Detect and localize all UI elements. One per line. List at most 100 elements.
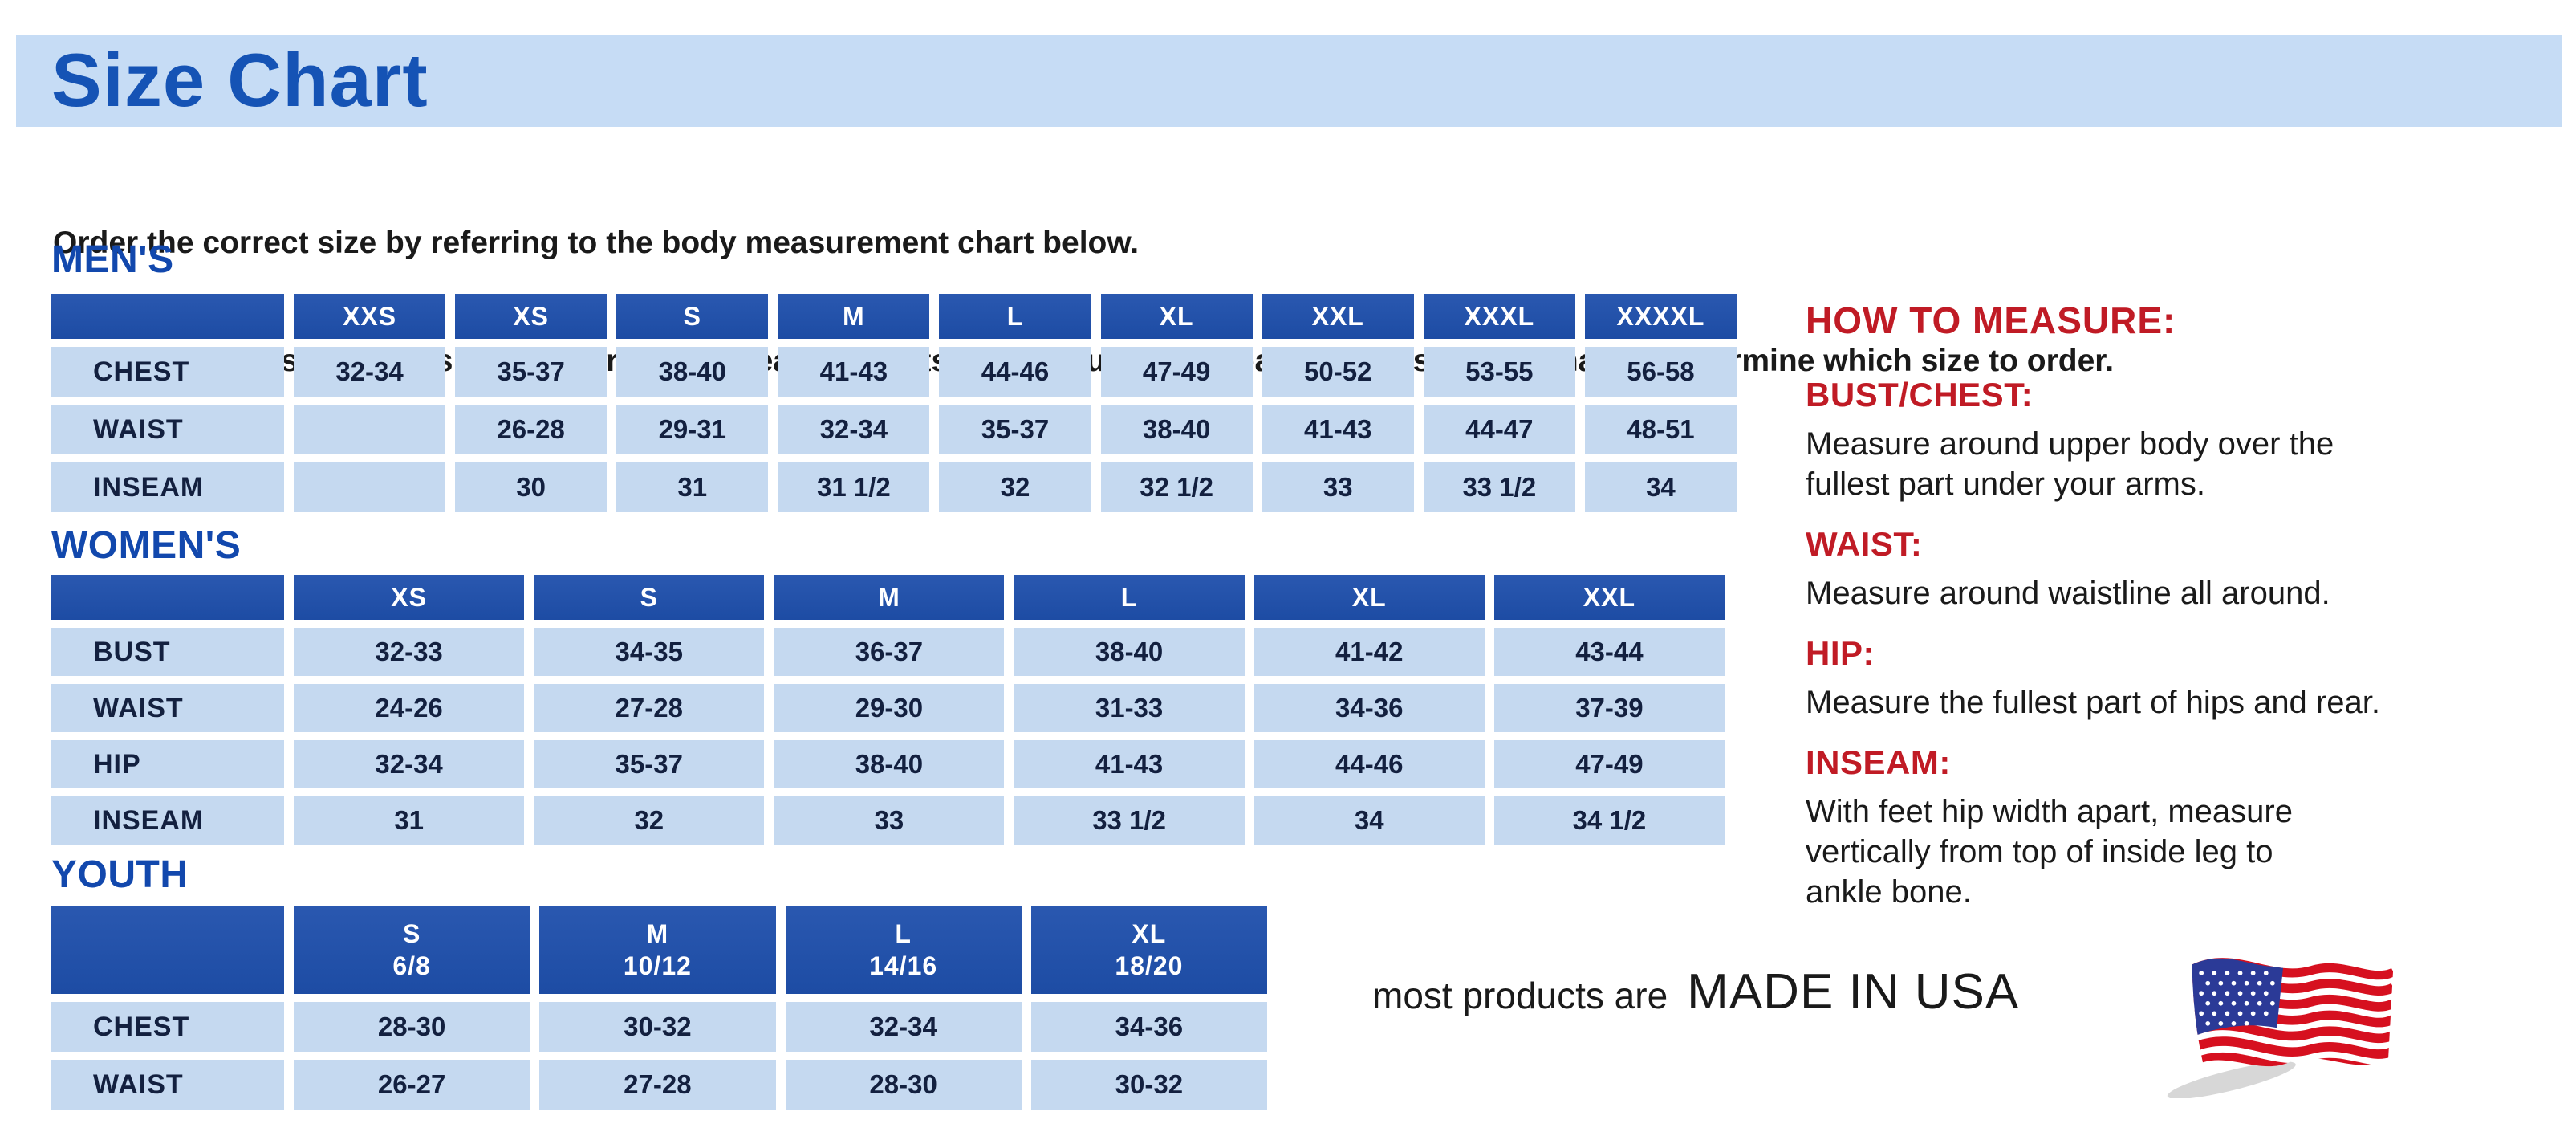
row-label-bust: BUST	[51, 628, 284, 676]
row-label-waist: WAIST	[51, 1060, 284, 1110]
column-header-l: L	[1014, 575, 1245, 620]
measure-label-waist: WAIST:	[1806, 525, 1923, 563]
table-cell: 34-36	[1030, 1002, 1267, 1052]
row-label-inseam: INSEAM	[51, 796, 284, 845]
table-cell: 28-30	[294, 1002, 530, 1052]
column-header-m: M	[774, 575, 1005, 620]
row-label-chest: CHEST	[51, 1002, 284, 1052]
table-cell: 33	[774, 796, 1005, 845]
usa-flag-icon	[2167, 958, 2394, 1098]
measure-section-waist: WAIST: Measure around waistline all arou…	[1806, 525, 2536, 613]
table-corner-cell	[51, 906, 284, 994]
table-cell: 28-30	[785, 1060, 1022, 1110]
column-header-l: L	[939, 294, 1091, 339]
table-cell: 31-33	[1014, 684, 1245, 732]
table-cell: 37-39	[1493, 684, 1725, 732]
womens-section-heading: WOMEN'S	[51, 524, 242, 567]
measure-section-inseam: INSEAM: With feet hip width apart, measu…	[1806, 743, 2536, 912]
measure-text-bust-chest: Measure around upper body over the fulle…	[1806, 426, 2334, 502]
table-cell: 33	[1262, 462, 1414, 512]
column-header-xs: XS	[455, 294, 607, 339]
table-cell: 43-44	[1493, 628, 1725, 676]
table-cell: 26-27	[294, 1060, 530, 1110]
measure-section-bust-chest: BUST/CHEST: Measure around upper body ov…	[1806, 376, 2536, 504]
column-header-xxxxl: XXXXL	[1584, 294, 1737, 339]
table-corner-cell	[51, 575, 284, 620]
column-header-s: S	[616, 294, 769, 339]
row-label-chest: CHEST	[51, 347, 284, 397]
table-cell: 41-43	[1262, 405, 1414, 454]
row-label-waist: WAIST	[51, 405, 284, 454]
column-header-xxl: XXL	[1262, 294, 1414, 339]
how-to-measure-panel: HOW TO MEASURE: BUST/CHEST: Measure arou…	[1806, 299, 2536, 933]
table-cell: 44-47	[1423, 405, 1575, 454]
table-cell: 38-40	[774, 740, 1005, 788]
column-header-xl: XL	[1253, 575, 1485, 620]
table-cell: 32 1/2	[1100, 462, 1253, 512]
row-label-hip: HIP	[51, 740, 284, 788]
measure-section-hip: HIP: Measure the fullest part of hips an…	[1806, 634, 2536, 723]
table-cell: 38-40	[1100, 405, 1253, 454]
table-cell	[294, 462, 446, 512]
table-cell: 47-49	[1493, 740, 1725, 788]
table-cell: 32-34	[294, 740, 525, 788]
table-cell: 38-40	[616, 347, 769, 397]
table-cell: 24-26	[294, 684, 525, 732]
intro-line-1: Order the correct size by referring to t…	[53, 226, 1140, 260]
column-header-xxxl: XXXL	[1423, 294, 1575, 339]
measure-text-hip: Measure the fullest part of hips and rea…	[1806, 685, 2380, 720]
column-header-xl: XL	[1100, 294, 1253, 339]
table-cell: 35-37	[455, 347, 607, 397]
table-cell: 30-32	[1030, 1060, 1267, 1110]
table-cell: 29-30	[774, 684, 1005, 732]
column-header-m: M	[778, 294, 930, 339]
column-header-xxl: XXL	[1493, 575, 1725, 620]
table-cell: 32-34	[778, 405, 930, 454]
table-cell: 56-58	[1584, 347, 1737, 397]
column-header-l: L 14/16	[785, 906, 1022, 994]
table-cell: 34	[1253, 796, 1485, 845]
table-cell: 31 1/2	[778, 462, 930, 512]
table-cell: 31	[294, 796, 525, 845]
table-cell: 26-28	[455, 405, 607, 454]
made-in-usa-text: MADE IN USA	[1687, 964, 2020, 1020]
table-cell: 32-34	[294, 347, 446, 397]
column-header-m: M 10/12	[539, 906, 776, 994]
table-cell: 36-37	[774, 628, 1005, 676]
made-in-usa-line: most products are MADE IN USA	[1372, 963, 2019, 1020]
table-cell: 35-37	[939, 405, 1091, 454]
table-corner-cell	[51, 294, 284, 339]
title-band: Size Chart	[16, 35, 2562, 127]
column-header-xs: XS	[294, 575, 525, 620]
table-cell: 48-51	[1584, 405, 1737, 454]
table-cell: 32	[939, 462, 1091, 512]
mens-size-table: XXS XS S M L XL XXL XXXL XXXXL CHEST 32-34 35-37 38-…	[51, 294, 1737, 512]
table-cell: 32-34	[785, 1002, 1022, 1052]
table-cell: 38-40	[1014, 628, 1245, 676]
table-cell: 44-46	[1253, 740, 1485, 788]
table-cell: 34 1/2	[1493, 796, 1725, 845]
table-cell: 30-32	[539, 1002, 776, 1052]
made-in-usa-prefix: most products are	[1372, 975, 1668, 1016]
table-cell: 29-31	[616, 405, 769, 454]
table-cell: 27-28	[539, 1060, 776, 1110]
table-cell: 33 1/2	[1014, 796, 1245, 845]
table-cell: 30	[455, 462, 607, 512]
mens-section-heading: MEN'S	[51, 238, 174, 281]
table-cell: 34-35	[534, 628, 765, 676]
measure-text-waist: Measure around waistline all around.	[1806, 576, 2330, 611]
flag-shadow	[2167, 1061, 2296, 1098]
youth-section-heading: YOUTH	[51, 853, 189, 896]
row-label-waist: WAIST	[51, 684, 284, 732]
table-cell: 34-36	[1253, 684, 1485, 732]
column-header-s: S 6/8	[294, 906, 530, 994]
row-label-inseam: INSEAM	[51, 462, 284, 512]
measure-label-hip: HIP:	[1806, 634, 1875, 672]
measure-label-bust-chest: BUST/CHEST:	[1806, 376, 2034, 413]
table-cell: 31	[616, 462, 769, 512]
table-cell: 47-49	[1100, 347, 1253, 397]
column-header-xxs: XXS	[294, 294, 446, 339]
table-cell: 27-28	[534, 684, 765, 732]
table-cell: 41-42	[1253, 628, 1485, 676]
